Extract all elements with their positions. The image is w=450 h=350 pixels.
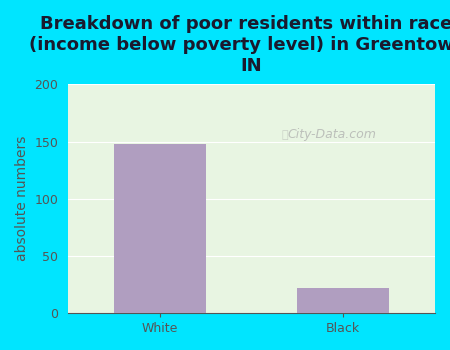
- Text: City-Data.com: City-Data.com: [288, 128, 377, 141]
- Title: Breakdown of poor residents within races
(income below poverty level) in Greento: Breakdown of poor residents within races…: [29, 15, 450, 75]
- Bar: [297, 288, 389, 313]
- Y-axis label: absolute numbers: absolute numbers: [15, 136, 29, 261]
- Text: 🔍: 🔍: [281, 130, 288, 140]
- Bar: [114, 144, 206, 313]
